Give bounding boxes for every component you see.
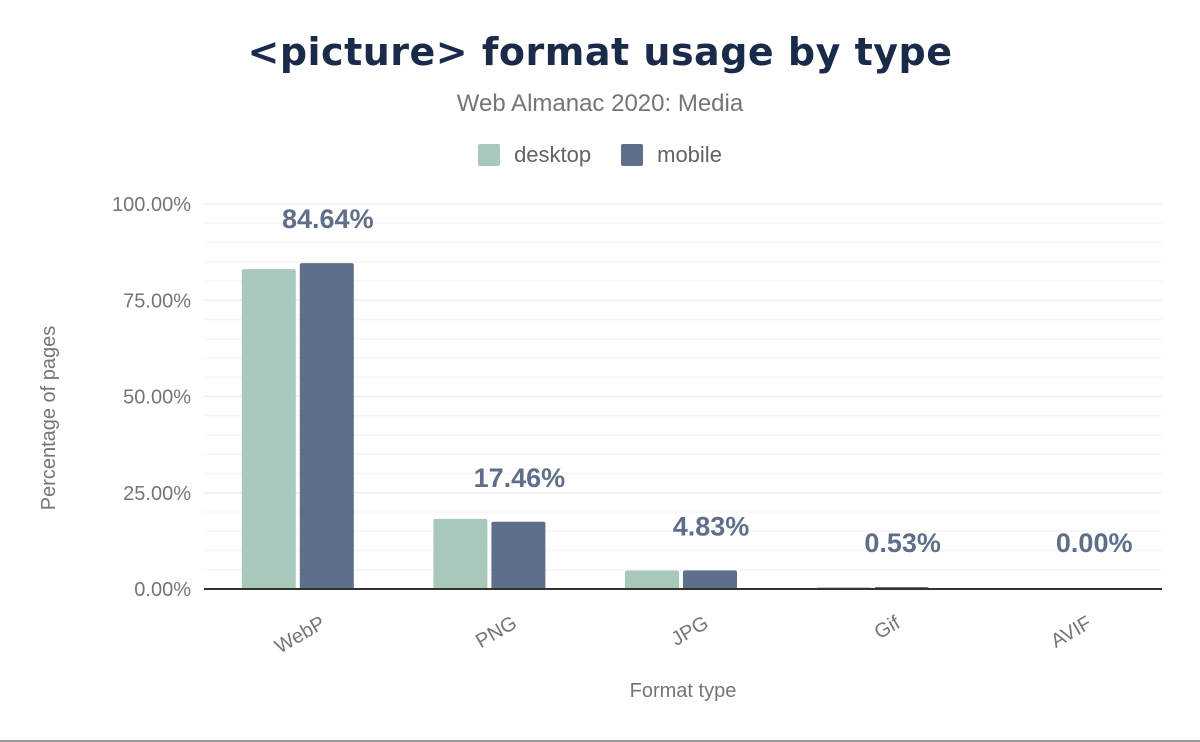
data-label: 0.00%: [1056, 528, 1133, 558]
data-label: 4.83%: [673, 511, 750, 541]
y-tick-label: 100.00%: [112, 194, 191, 216]
divider: [0, 740, 1200, 742]
y-tick-label: 50.00%: [123, 387, 191, 409]
bar-mobile-png: [491, 521, 546, 589]
legend-swatch-mobile: [621, 144, 644, 166]
legend-label-desktop: desktop: [514, 142, 592, 167]
data-label: 84.64%: [282, 204, 374, 234]
x-tick-label: WebP: [271, 612, 329, 658]
y-axis-title: Percentage of pages: [38, 326, 60, 511]
data-label: 0.53%: [864, 528, 941, 558]
bar-desktop-webp: [241, 269, 296, 589]
legend-swatch-desktop: [478, 144, 501, 166]
legend-item-desktop[interactable]: desktop: [478, 142, 591, 168]
chart-title: <picture> format usage by type: [247, 30, 953, 74]
bar-desktop-jpg: [625, 570, 679, 589]
bar-mobile-webp: [299, 263, 354, 589]
x-axis-title: Format type: [630, 680, 737, 702]
bar-desktop-png: [433, 518, 488, 589]
legend-label-mobile: mobile: [657, 142, 722, 167]
chart-subtitle: Web Almanac 2020: Media: [456, 90, 744, 117]
data-label: 17.46%: [474, 463, 566, 493]
x-tick-label: PNG: [472, 612, 521, 653]
y-tick-label: 75.00%: [123, 290, 191, 312]
y-tick-label: 25.00%: [123, 483, 191, 505]
x-tick-label: JPG: [668, 612, 713, 651]
legend: desktop mobile: [0, 142, 1200, 168]
y-tick-label: 0.00%: [134, 579, 191, 601]
x-tick-label: Gif: [871, 612, 905, 644]
bar-mobile-jpg: [683, 570, 737, 589]
legend-item-mobile[interactable]: mobile: [621, 142, 722, 168]
x-tick-label: AVIF: [1047, 612, 1095, 653]
